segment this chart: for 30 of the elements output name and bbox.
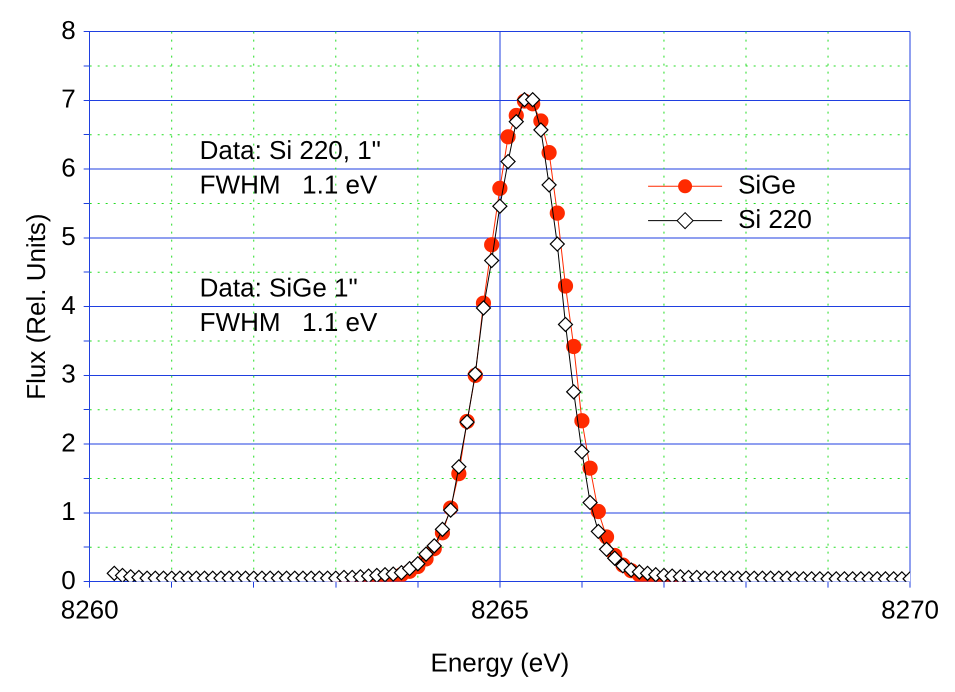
legend-label: Si 220 (738, 204, 812, 234)
point (550, 206, 565, 221)
x-tick-label: 8265 (470, 594, 529, 624)
y-tick-label: 5 (61, 221, 76, 252)
y-tick-label: 6 (61, 152, 76, 182)
annotation: FWHM 1.1 eV (200, 306, 378, 337)
annotation: Data: SiGe 1" (200, 272, 358, 303)
point (558, 278, 574, 294)
point (590, 504, 606, 520)
annotation: FWHM 1.1 eV (200, 169, 378, 200)
y-tick-label: 1 (61, 496, 76, 526)
point (500, 129, 516, 144)
point (492, 180, 508, 196)
y-tick-label: 7 (61, 84, 76, 114)
y-tick-label: 0 (61, 564, 76, 595)
annotation: Data: Si 220, 1" (200, 135, 381, 166)
point (484, 237, 500, 252)
y-axis-title: Flux (Rel. Units) (20, 213, 51, 400)
y-tick-label: 8 (61, 14, 76, 45)
x-tick-label: 8270 (881, 594, 939, 624)
y-tick-label: 4 (61, 290, 76, 320)
x-axis-title: Energy (eV) (430, 648, 570, 678)
point (574, 413, 590, 428)
x-tick-label: 8260 (60, 594, 119, 624)
y-tick-label: 2 (61, 427, 76, 458)
point (582, 460, 598, 476)
y-tick-label: 3 (61, 358, 76, 389)
legend-label: SiGe (738, 169, 796, 200)
point (541, 145, 557, 160)
point (566, 338, 582, 354)
